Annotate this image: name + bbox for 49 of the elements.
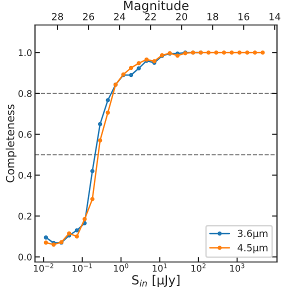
y-tick-label: 0.8 (18, 90, 32, 97)
y-tick-label: 0.0 (18, 254, 32, 260)
point (82, 217, 87, 222)
point (214, 50, 218, 55)
legend-label: 3.6μm (238, 230, 268, 239)
y-tick-label: 0.2 (18, 212, 32, 220)
point (74, 234, 79, 239)
point (260, 50, 265, 55)
point (136, 66, 141, 70)
x2-tick-label: 26 (83, 12, 94, 20)
point (129, 66, 134, 70)
x2-tick-label: 16 (238, 12, 250, 20)
point (206, 50, 211, 55)
x-tick-label: 10$^{1}$ (152, 264, 167, 272)
point (90, 196, 94, 202)
x-tick-label: 10$^{0}$ (114, 263, 128, 272)
x2-tick-label: 20 (176, 12, 188, 20)
point (67, 231, 72, 236)
x-tick-label: 10$^{−2}$ (34, 263, 54, 272)
point (74, 228, 79, 232)
x-axis-title: S$_{in}$ [μJy] (132, 274, 180, 287)
y-tick-label: 1.0 (18, 49, 32, 56)
x-tick-label: 10$^{−1}$ (72, 264, 92, 272)
x2-tick-label: 28 (52, 12, 64, 20)
x2-axis-title: Magnitude (124, 0, 188, 13)
point (98, 138, 102, 143)
point (44, 240, 48, 245)
point (245, 50, 250, 55)
point (237, 50, 242, 55)
y-axis-title: Completeness (6, 104, 16, 182)
y-tick-label: 0.6 (18, 131, 32, 138)
x2-tick-label: 22 (145, 12, 156, 20)
legend-label: 4.5μm (238, 244, 268, 254)
point (129, 72, 134, 78)
point (90, 169, 94, 174)
point (136, 61, 141, 66)
point (106, 110, 110, 115)
point (222, 50, 226, 55)
point (252, 50, 258, 55)
x2-tick-label: 18 (208, 12, 218, 20)
y-tick-label: 0.4 (18, 172, 32, 179)
point (98, 122, 102, 126)
x-tick-label: 10$^{2}$ (191, 263, 206, 272)
point (230, 50, 234, 55)
x-tick-label: 10$^{3}$ (230, 263, 244, 272)
point (44, 235, 48, 240)
point (106, 98, 110, 102)
x2-tick-label: 24 (114, 12, 126, 20)
x2-tick-label: 14 (270, 13, 280, 20)
